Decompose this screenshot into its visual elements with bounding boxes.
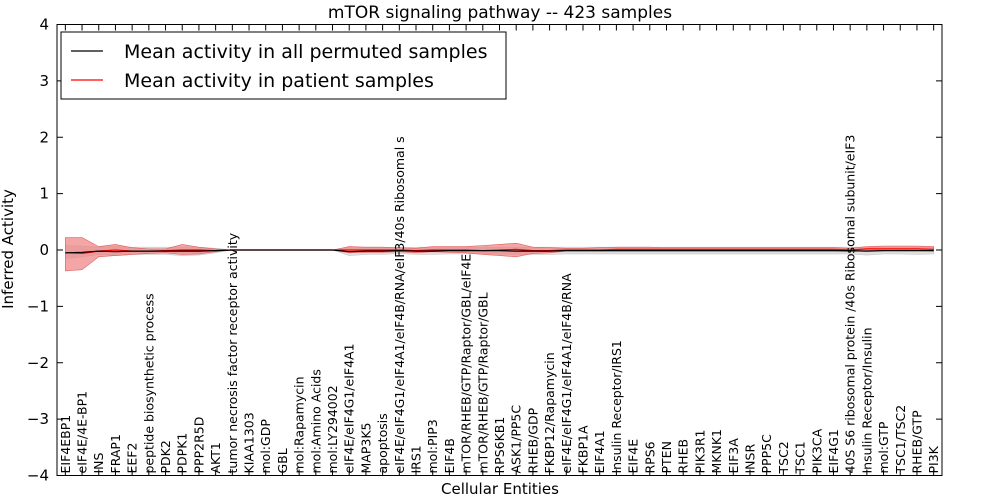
- x-tick-label: PDK2: [158, 440, 173, 473]
- x-tick-label: mol:GTP: [876, 421, 891, 473]
- x-tick-label: RHEB/GTP: [910, 410, 925, 474]
- y-axis: −4 −3 −2 −1 0 1 2 3 4: [27, 16, 942, 485]
- x-tick-label: FRAP1: [108, 434, 123, 473]
- plot-frame: [56, 24, 943, 476]
- x-tick-label: MKNK1: [709, 429, 724, 473]
- x-tick-label: PPP2R5D: [191, 417, 206, 474]
- x-axis: EIF4EBP1 eIF4E/4E-BP1 INS FRAP1 EEF2 peptide …: [58, 24, 941, 476]
- y-tick-label: 0: [39, 241, 49, 259]
- legend-label-patient: Mean activity in patient samples: [124, 70, 434, 92]
- legend-box: [60, 31, 507, 100]
- x-tick-label: PI3K: [926, 445, 941, 473]
- x-tick-label: PDPK1: [175, 433, 190, 474]
- y-tick-label: −3: [27, 410, 49, 428]
- y-axis-label: Inferred Activity: [0, 189, 17, 309]
- x-tick-label: RHEB/GDP: [525, 407, 540, 473]
- x-tick-label: eIF4E/eIF4G1/eIF4A1/eIF4B/RNA: [559, 273, 574, 474]
- y-tick-label: 3: [39, 72, 49, 90]
- x-tick-label: mol:Amino Acids: [308, 369, 323, 473]
- x-tick-label: IRS1: [409, 445, 424, 473]
- x-tick-label: FKBP12/Rapamycin: [542, 352, 557, 473]
- y-tick-label: −1: [27, 297, 49, 315]
- patient-band: [65, 237, 934, 272]
- x-tick-label: INSR: [743, 444, 758, 474]
- x-tick-label: AKT1: [208, 442, 223, 473]
- x-tick-label: PPP5C: [759, 434, 774, 474]
- legend: Mean activity in all permuted samples Me…: [60, 31, 507, 100]
- x-tick-label: PIK3R1: [692, 429, 707, 473]
- x-tick-label: TSC1: [793, 441, 808, 474]
- x-tick-label: INS: [91, 452, 106, 473]
- chart-title: mTOR signaling pathway -- 423 samples: [328, 3, 672, 23]
- x-tick-label: Insulin Receptor/Insulin: [859, 327, 874, 473]
- x-tick-label: EIF4B: [442, 438, 457, 473]
- confidence-bands: [65, 237, 934, 272]
- x-tick-label: eIF4E/4E-BP1: [75, 391, 90, 474]
- x-tick-label: apoptosis: [375, 413, 390, 473]
- x-tick-label: EIF4EBP1: [58, 415, 73, 474]
- x-tick-label: 40S S6 ribosomal protein /40s Ribosomal …: [843, 135, 858, 474]
- x-tick-label: eIF4E/eIF4G1/eIF4A1: [342, 343, 357, 473]
- x-tick-label: PTEN: [659, 441, 674, 473]
- x-tick-label: EEF2: [125, 443, 140, 474]
- x-tick-label: RPS6: [642, 441, 657, 473]
- x-tick-label: mTOR/RHEB/GTP/Raptor/GBL: [475, 292, 490, 473]
- y-tick-label: −4: [27, 467, 49, 485]
- x-tick-label: peptide biosynthetic process: [141, 293, 156, 473]
- x-axis-label: Cellular Entities: [441, 480, 559, 498]
- y-tick-label: 2: [39, 128, 49, 146]
- x-tick-label: eIF4E/eIF4G1/eIF4A1/eIF4B/RNA/eIF3/40s R…: [392, 136, 407, 473]
- x-tick-label: PIK3CA: [809, 428, 824, 473]
- x-tick-label: mol:PIP3: [425, 419, 440, 473]
- x-tick-label: RHEB: [676, 439, 691, 474]
- x-tick-label: Insulin Receptor/IRS1: [609, 340, 624, 473]
- x-tick-label: TSC1/TSC2: [893, 405, 908, 475]
- x-tick-label: TSC2: [776, 441, 791, 474]
- x-tick-label: FKBP1A: [576, 425, 591, 473]
- x-tick-label: GBL: [275, 448, 290, 473]
- x-tick-label: mol:Rapamycin: [292, 376, 307, 473]
- y-tick-label: 1: [39, 185, 49, 203]
- x-tick-label: mTOR/RHEB/GTP/Raptor/GBL/eIF4E: [459, 254, 474, 474]
- x-tick-label: KIAA1303: [242, 412, 257, 473]
- x-tick-label: MAP3K5: [358, 423, 373, 474]
- x-tick-label: EIF4A1: [592, 430, 607, 473]
- x-tick-label: RPS6KB1: [492, 417, 507, 474]
- x-tick-label: EIF4G1: [826, 429, 841, 473]
- x-tick-label: EIF4E: [626, 439, 641, 474]
- y-tick-label: −2: [27, 354, 49, 372]
- permuted-mean-line: [65, 249, 934, 254]
- series-lines: [65, 248, 934, 255]
- x-tick-label: tumor necrosis factor receptor activity: [225, 232, 240, 473]
- y-tick-label: 4: [39, 16, 49, 34]
- legend-label-permuted: Mean activity in all permuted samples: [124, 41, 487, 63]
- x-tick-label: ASK1/PP5C: [509, 405, 524, 474]
- x-tick-label: mol:GDP: [258, 419, 273, 474]
- x-tick-label: mol:LY294002: [325, 385, 340, 473]
- x-tick-label: EIF3A: [726, 438, 741, 474]
